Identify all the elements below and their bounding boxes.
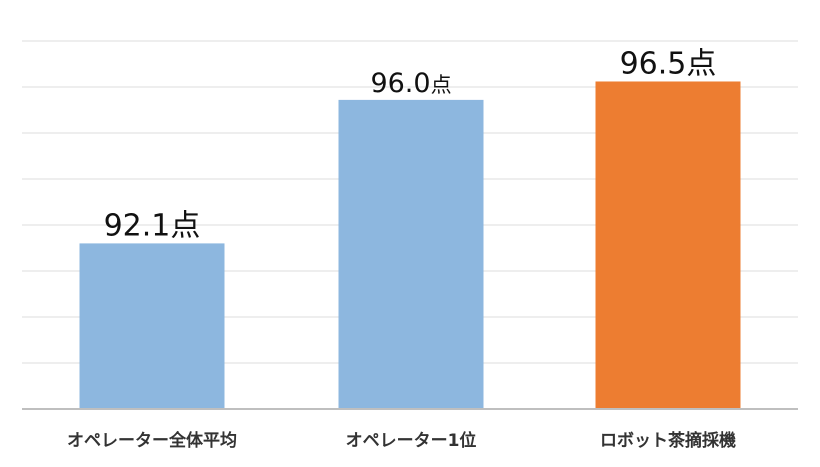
data-label-unit: 点 xyxy=(170,208,200,243)
data-label-value: 96.0 xyxy=(370,68,430,99)
category-labels: オペレーター全体平均 オペレーター1位 ロボット茶摘採機 xyxy=(67,430,736,451)
data-label-unit: 点 xyxy=(431,73,452,97)
data-label-unit: 点 xyxy=(686,46,716,81)
data-label-value: 96.5 xyxy=(620,46,687,81)
category-label-3: ロボット茶摘採機 xyxy=(600,430,736,451)
bar-1 xyxy=(79,243,225,409)
data-label-value: 92.1 xyxy=(104,208,171,243)
category-label-1: オペレーター全体平均 xyxy=(67,430,237,451)
bars xyxy=(79,81,741,409)
bar-3 xyxy=(595,81,741,409)
category-label-2: オペレーター1位 xyxy=(346,430,477,451)
bar-2 xyxy=(338,99,484,409)
data-label-2: 96.0点 xyxy=(370,68,451,99)
data-label-3: 96.5点 xyxy=(620,46,717,81)
data-label-1: 92.1点 xyxy=(104,208,201,243)
